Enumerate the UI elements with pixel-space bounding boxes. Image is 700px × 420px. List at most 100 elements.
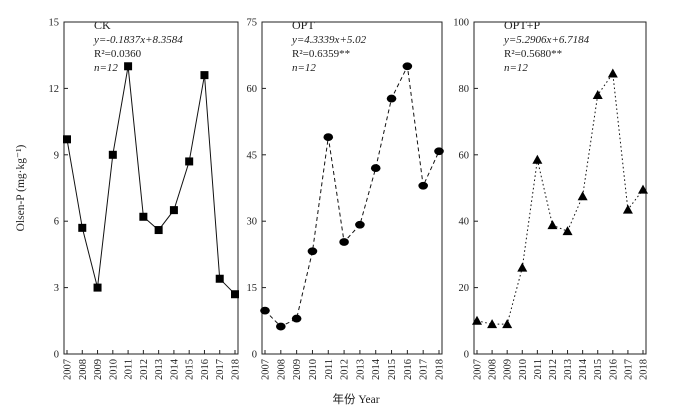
data-point-triangle	[517, 262, 528, 272]
x-tick-label: 2012	[139, 359, 150, 380]
data-point-square	[108, 150, 117, 159]
x-tick-label: 2018	[231, 359, 242, 380]
data-point-triangle	[577, 191, 588, 201]
data-point-square	[215, 274, 224, 283]
y-tick-label: 0	[464, 350, 469, 361]
x-tick-label: 2015	[387, 359, 398, 380]
sample-size: n=12	[504, 62, 528, 74]
data-point-triangle	[547, 220, 558, 230]
x-tick-label: 2016	[403, 359, 414, 380]
x-tick-label: 2008	[488, 359, 499, 380]
data-point-circle	[307, 247, 318, 256]
r-squared: R²=0.5680**	[504, 48, 562, 60]
data-point-square	[78, 223, 87, 232]
y-tick-label: 0	[54, 350, 59, 361]
x-tick-label: 2017	[215, 359, 226, 380]
x-tick-label: 2007	[261, 359, 272, 380]
x-tick-label: 2013	[154, 359, 165, 380]
data-point-circle	[339, 238, 349, 246]
data-point-triangle	[607, 68, 618, 78]
x-tick-label: 2015	[185, 359, 196, 380]
series-line	[66, 66, 236, 295]
r-squared: R²=0.0360	[94, 48, 142, 60]
x-tick-label: 2009	[503, 359, 514, 380]
data-point-triangle	[562, 226, 573, 236]
y-tick-label: 20	[459, 283, 470, 294]
data-point-circle	[260, 306, 270, 315]
x-tick-label: 2009	[292, 359, 303, 380]
data-point-triangle	[502, 319, 513, 329]
x-tick-label: 2016	[200, 359, 211, 380]
x-tick-label: 2014	[371, 358, 382, 380]
x-tick-label: 2015	[593, 359, 604, 380]
panel-title: OPT+P	[504, 18, 540, 32]
y-tick-label: 9	[54, 150, 59, 161]
data-point-square	[169, 206, 178, 215]
x-tick-label: 2014	[578, 358, 589, 380]
x-axis-title: 年份 Year	[332, 392, 379, 406]
x-tick-label: 2012	[340, 359, 351, 380]
x-tick-label: 2014	[169, 358, 180, 380]
y-tick-label: 80	[459, 84, 470, 95]
data-point-triangle	[638, 184, 648, 194]
x-tick-label: 2017	[623, 359, 634, 380]
data-point-circle	[386, 94, 397, 103]
plot-frame	[63, 21, 239, 355]
data-point-triangle	[472, 315, 482, 325]
x-tick-label: 2011	[533, 359, 544, 380]
data-point-triangle	[532, 154, 543, 164]
data-point-triangle	[487, 319, 498, 329]
panel-title: CK	[94, 18, 111, 32]
x-tick-label: 2011	[124, 359, 135, 380]
plot-frame	[261, 21, 443, 355]
series-line	[476, 72, 644, 325]
y-tick-label: 40	[459, 217, 470, 228]
x-tick-label: 2008	[78, 359, 89, 380]
data-point-circle	[418, 181, 428, 190]
x-tick-label: 2017	[419, 359, 430, 380]
data-point-circle	[370, 164, 381, 172]
x-tick-label: 2007	[473, 359, 484, 380]
x-tick-label: 2007	[63, 359, 74, 380]
x-tick-label: 2013	[563, 359, 574, 380]
y-tick-label: 30	[247, 217, 258, 228]
data-point-circle	[434, 147, 444, 156]
x-tick-label: 2012	[548, 359, 559, 380]
series-line	[264, 64, 440, 328]
x-tick-label: 2013	[355, 359, 366, 380]
y-tick-label: 0	[252, 350, 257, 361]
data-point-circle	[402, 62, 413, 71]
data-point-square	[93, 283, 102, 292]
y-tick-label: 6	[54, 217, 59, 228]
x-tick-label: 2010	[308, 359, 319, 380]
x-tick-label: 2016	[608, 359, 619, 380]
y-tick-label: 60	[247, 84, 258, 95]
data-point-triangle	[592, 90, 603, 100]
data-point-square	[124, 62, 133, 71]
panel-title: OPT	[292, 18, 315, 32]
y-axis-title: Olsen-P (mg·kg⁻¹)	[15, 144, 27, 231]
data-point-circle	[323, 133, 334, 141]
regression-equation: y=5.2906x+6.7184	[503, 34, 590, 46]
y-tick-label: 12	[49, 84, 60, 95]
r-squared: R²=0.6359**	[292, 48, 350, 60]
x-tick-label: 2010	[108, 359, 119, 380]
data-point-square	[185, 157, 194, 166]
y-tick-label: 75	[247, 18, 258, 29]
plot-frame	[473, 21, 647, 355]
regression-equation: y=-0.1837x+8.3584	[93, 34, 183, 46]
data-point-triangle	[622, 204, 633, 214]
data-point-square	[154, 226, 163, 235]
data-point-circle	[355, 220, 365, 229]
x-tick-label: 2018	[435, 359, 446, 380]
x-tick-label: 2010	[518, 359, 529, 380]
y-tick-label: 60	[459, 150, 470, 161]
x-tick-label: 2018	[639, 359, 650, 380]
data-point-square	[200, 71, 209, 80]
data-point-square	[63, 135, 71, 144]
y-tick-label: 15	[49, 18, 60, 29]
x-tick-label: 2009	[93, 359, 104, 380]
x-tick-label: 2008	[276, 359, 287, 380]
